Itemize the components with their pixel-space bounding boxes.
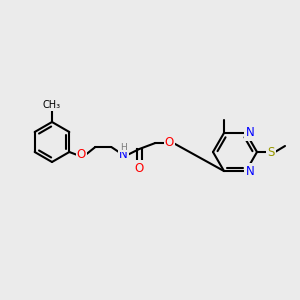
Text: O: O: [135, 161, 144, 175]
Text: O: O: [165, 136, 174, 149]
Text: O: O: [77, 148, 86, 161]
Text: H: H: [120, 142, 127, 152]
Text: S: S: [267, 146, 275, 158]
Text: N: N: [119, 148, 128, 161]
Text: CH₃: CH₃: [43, 100, 61, 110]
Text: N: N: [246, 126, 254, 140]
Text: N: N: [246, 165, 254, 178]
